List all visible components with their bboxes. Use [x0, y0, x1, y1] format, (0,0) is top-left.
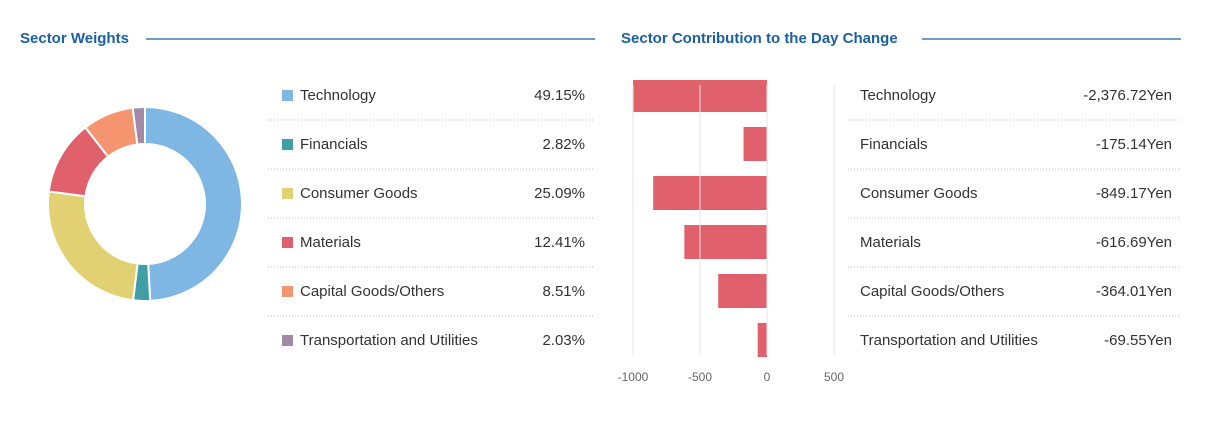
category-label: Transportation and Utilities	[860, 332, 1038, 349]
bar	[684, 225, 767, 259]
category-label: Consumer Goods	[860, 185, 978, 202]
category-label: Capital Goods/Others	[860, 283, 1004, 300]
legend-swatch	[282, 286, 293, 297]
legend-label: Consumer Goods	[300, 185, 418, 202]
category-label: Materials	[860, 234, 921, 251]
value-label: -849.17Yen	[1096, 185, 1172, 202]
value-label: 8.51%	[542, 283, 585, 300]
value-label: -69.55Yen	[1104, 332, 1172, 349]
donut-slice	[144, 105, 243, 302]
x-tick-label: -500	[688, 370, 712, 384]
category-label: Financials	[860, 136, 928, 153]
x-tick-label: 0	[764, 370, 771, 384]
legend-swatch	[282, 237, 293, 248]
chart-title: Sector Weights	[20, 30, 129, 47]
x-tick-label: 500	[824, 370, 844, 384]
legend-label: Financials	[300, 136, 368, 153]
donut-slice	[131, 105, 146, 146]
legend-label: Transportation and Utilities	[300, 332, 478, 349]
value-label: -364.01Yen	[1096, 283, 1172, 300]
x-tick-label: -1000	[618, 370, 649, 384]
legend-swatch	[282, 188, 293, 199]
category-label: Technology	[860, 87, 936, 104]
bar	[633, 80, 767, 112]
value-label: 25.09%	[534, 185, 585, 202]
legend-swatch	[282, 90, 293, 101]
value-label: -175.14Yen	[1096, 136, 1172, 153]
bar	[743, 127, 767, 161]
bar	[653, 176, 767, 210]
bar	[757, 323, 767, 357]
plot-area	[633, 80, 767, 357]
legend-label: Capital Goods/Others	[300, 283, 444, 300]
value-label: 2.82%	[542, 136, 585, 153]
value-label: 2.03%	[542, 332, 585, 349]
chart-title: Sector Contribution to the Day Change	[621, 30, 898, 47]
legend-swatch	[282, 139, 293, 150]
legend-label: Materials	[300, 234, 361, 251]
value-label: 12.41%	[534, 234, 585, 251]
value-label: -2,376.72Yen	[1083, 87, 1172, 104]
bar	[718, 274, 767, 308]
legend-label: Technology	[300, 87, 376, 104]
donut-slice	[47, 190, 139, 302]
value-label: -616.69Yen	[1096, 234, 1172, 251]
legend-swatch	[282, 335, 293, 346]
value-label: 49.15%	[534, 87, 585, 104]
